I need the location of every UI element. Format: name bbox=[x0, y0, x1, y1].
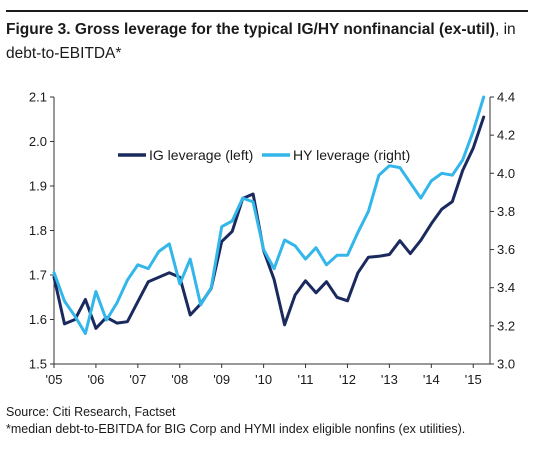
x-tick-label: '11 bbox=[298, 372, 314, 387]
y-right-tick-label: 4.0 bbox=[497, 166, 515, 181]
y-right-tick-label: 3.8 bbox=[497, 204, 515, 219]
chart-title: Figure 3. Gross leverage for the typical… bbox=[6, 18, 530, 66]
series-line-ig bbox=[52, 115, 486, 330]
x-tick-label: '09 bbox=[213, 372, 230, 387]
y-right-tick-label: 3.6 bbox=[497, 242, 515, 257]
chart-axes: 1.5 1.6 1.7 1.8 1.9 2.0 2.1 3.0 3.2 3.4 3.6 3.8 4.0 4… bbox=[29, 90, 515, 388]
y-left-tick-label: 1.7 bbox=[29, 268, 47, 283]
title-rule bbox=[6, 10, 528, 12]
footnote: *median debt-to-EBITDA for BIG Corp and … bbox=[6, 422, 466, 436]
x-tick-label: '12 bbox=[339, 372, 356, 387]
chart-legend: IG leverage (left) HY leverage (right) bbox=[118, 147, 410, 163]
y-right-tick-label: 3.4 bbox=[497, 280, 515, 295]
y-left-tick-label: 1.6 bbox=[29, 312, 47, 327]
y-left-tick-label: 2.0 bbox=[29, 134, 47, 149]
y-left-tick-label: 2.1 bbox=[29, 90, 47, 105]
y-left-tick-label: 1.8 bbox=[29, 223, 47, 238]
x-tick-label: '08 bbox=[171, 372, 188, 387]
y-left-tick-label: 1.9 bbox=[29, 179, 47, 194]
chart-title-bold: Figure 3. Gross leverage for the typical… bbox=[6, 21, 495, 38]
y-left-tick-label: 1.5 bbox=[29, 357, 47, 372]
y-right-tick-label: 3.2 bbox=[497, 318, 515, 333]
series-line-hy bbox=[52, 95, 486, 335]
source-note: Source: Citi Research, Factset bbox=[6, 405, 176, 419]
x-tick-label: '10 bbox=[255, 372, 272, 387]
chart-series bbox=[52, 95, 486, 335]
legend-label-ig: IG leverage (left) bbox=[149, 147, 253, 163]
x-tick-label: '07 bbox=[129, 372, 146, 387]
chart-title-suffix: , in debt-to-EBITDA* bbox=[6, 21, 516, 62]
y-right-tick-label: 4.4 bbox=[497, 90, 515, 105]
y-right-tick-label: 4.2 bbox=[497, 128, 515, 143]
legend-label-hy: HY leverage (right) bbox=[293, 147, 410, 163]
x-tick-label: '06 bbox=[87, 372, 104, 387]
x-tick-label: '05 bbox=[46, 372, 63, 387]
x-tick-label: '13 bbox=[381, 372, 398, 387]
y-right-tick-label: 3.0 bbox=[497, 357, 515, 372]
x-tick-label: '15 bbox=[465, 372, 482, 387]
x-tick-label: '14 bbox=[423, 372, 440, 387]
